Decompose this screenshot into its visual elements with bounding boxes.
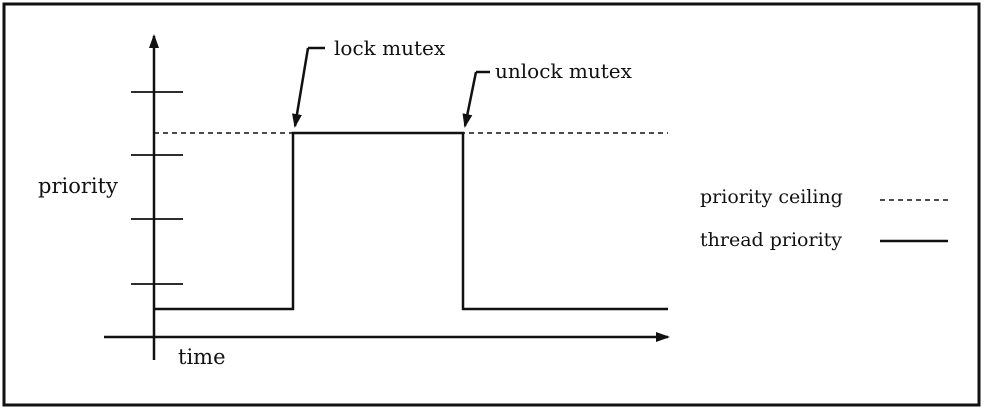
unlock-mutex-label: unlock mutex bbox=[495, 59, 633, 83]
unlock-arrow bbox=[462, 71, 478, 128]
lock-mutex-annotation: lock mutex bbox=[292, 36, 446, 128]
unlock-mutex-annotation: unlock mutex bbox=[462, 59, 633, 128]
lock-arrow bbox=[292, 47, 310, 128]
legend: priority ceiling thread priority bbox=[700, 186, 948, 251]
y-axis-label: priority bbox=[38, 174, 118, 198]
x-axis-label: time bbox=[178, 345, 226, 369]
thread-priority-line bbox=[154, 131, 668, 311]
legend-thread-label: thread priority bbox=[700, 229, 842, 251]
legend-ceiling-label: priority ceiling bbox=[700, 186, 843, 208]
lock-mutex-label: lock mutex bbox=[334, 36, 446, 60]
y-axis-ticks bbox=[131, 91, 183, 285]
